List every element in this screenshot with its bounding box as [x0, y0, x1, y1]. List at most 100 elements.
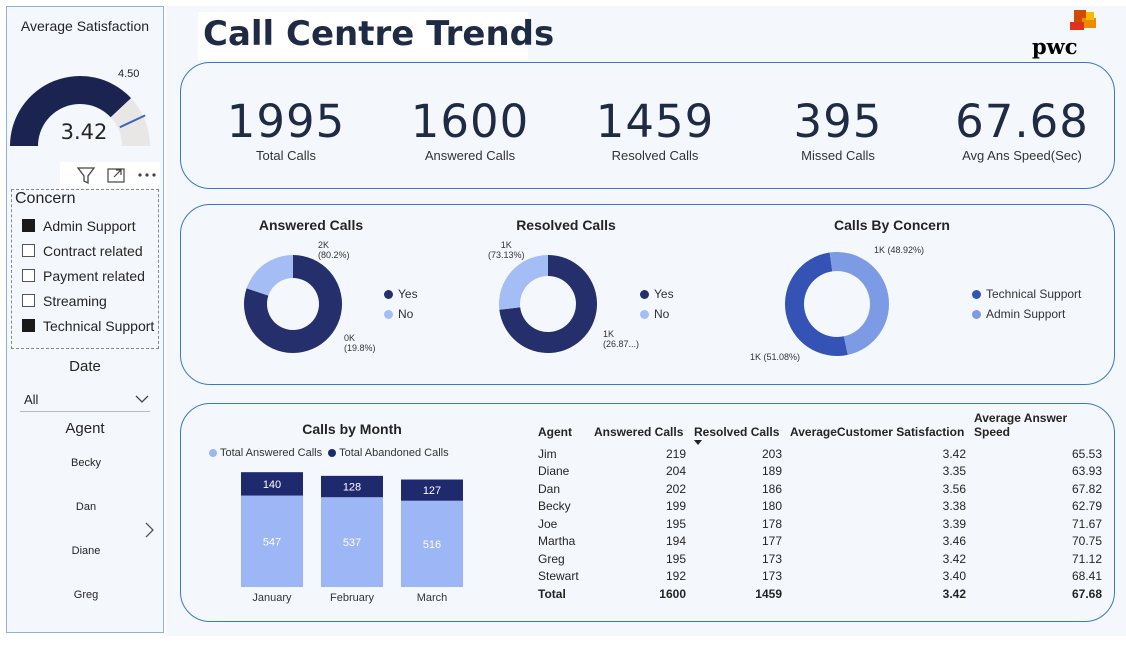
date-dropdown[interactable]: All	[20, 387, 150, 412]
table-row[interactable]: Greg 195 173 3.42 71.12	[538, 550, 1110, 568]
donut-slice-yes[interactable]	[499, 255, 597, 353]
gauge-value: 3.42	[60, 120, 108, 144]
bar-answered[interactable]	[241, 495, 303, 587]
legend-item-technical-support[interactable]: Technical Support	[972, 287, 1081, 301]
resolved-calls-donut	[499, 255, 597, 353]
table-cell: 3.46	[942, 534, 966, 549]
table-cell: 173	[761, 569, 782, 584]
data-label-value: 1K	[603, 329, 615, 339]
bar-abandoned[interactable]	[241, 472, 303, 496]
bar-abandoned[interactable]	[401, 479, 463, 501]
agent-item-becky[interactable]: Becky	[71, 457, 101, 469]
column-header-resolved[interactable]: Resolved Calls	[694, 411, 790, 445]
agent-item-greg[interactable]: Greg	[73, 589, 99, 601]
bar-answered[interactable]	[321, 497, 383, 587]
concern-item-streaming[interactable]: Streaming	[22, 288, 154, 313]
table-cell: 189	[761, 464, 782, 479]
kpi-value: 1600	[410, 95, 530, 148]
table-row[interactable]: Becky 199 180 3.38 62.79	[538, 498, 1110, 516]
legend-dot	[640, 289, 649, 299]
data-label-percent: (26.87...)	[603, 339, 640, 349]
legend-item-answered[interactable]: Total Answered Calls	[209, 447, 322, 459]
table-cell: 70.75	[1071, 534, 1102, 549]
legend-item-admin-support[interactable]: Admin Support	[972, 307, 1081, 321]
table-cell: 178	[761, 516, 782, 531]
bar-data-label: 537	[343, 537, 361, 549]
concern-item-contract-related[interactable]: Contract related	[22, 238, 154, 263]
legend-item-yes[interactable]: Yes	[640, 287, 674, 301]
answered-donut-title: Answered Calls	[258, 217, 364, 233]
legend-dot	[328, 449, 337, 457]
table-cell: 194	[665, 534, 686, 549]
focus-mode-icon[interactable]	[104, 163, 128, 187]
legend-label: No	[398, 307, 414, 321]
chevron-down-icon	[135, 395, 149, 403]
table-cell: 195	[665, 516, 686, 531]
chevron-right-icon[interactable]	[143, 521, 155, 539]
bar-data-label: 516	[423, 539, 441, 551]
table-cell: 186	[761, 481, 782, 496]
pwc-logo-text: pwc	[1032, 34, 1078, 59]
checkbox[interactable]	[22, 269, 35, 282]
table-cell: 195	[665, 551, 686, 566]
kpi-avg-answer-speed: 67.68 Avg Ans Speed(Sec)	[942, 95, 1102, 163]
table-cell: 1459	[755, 586, 782, 601]
table-row[interactable]: Martha 194 177 3.46 70.75	[538, 533, 1110, 551]
agent-item-dan[interactable]: Dan	[75, 501, 97, 513]
legend-item-no[interactable]: No	[640, 307, 674, 321]
column-header-speed[interactable]: Average Answer Speed	[974, 411, 1068, 439]
calls-by-month-chart: 547 140 January 537 128 February 516 127 March	[241, 472, 463, 604]
table-cell: Greg	[538, 551, 565, 566]
table-cell: 219	[665, 446, 686, 461]
kpi-label: Avg Ans Speed(Sec)	[962, 148, 1082, 163]
table-cell: Stewart	[538, 569, 579, 584]
answered-no-label: 0K (19.8%)	[344, 333, 376, 353]
legend-label: Total Abandoned Calls	[339, 447, 449, 459]
legend-item-yes[interactable]: Yes	[384, 287, 418, 301]
month-chart-title: Calls by Month	[302, 421, 402, 437]
table-cell: 71.12	[1071, 551, 1102, 566]
column-header-answered[interactable]: Answered Calls	[594, 425, 684, 439]
checkbox[interactable]	[22, 219, 35, 232]
kpi-label: Missed Calls	[801, 148, 875, 163]
table-cell: 177	[761, 534, 782, 549]
column-header-agent[interactable]: Agent	[538, 425, 572, 439]
title-card	[198, 12, 528, 60]
donut-slice-no[interactable]	[246, 255, 293, 296]
table-total-row[interactable]: Total 1600 1459 3.42 67.68	[538, 585, 1110, 603]
checkbox[interactable]	[22, 294, 35, 307]
concern-item-payment-related[interactable]: Payment related	[22, 263, 154, 288]
kpi-missed-calls: 395 Missed Calls	[758, 95, 918, 163]
legend-label: Yes	[654, 287, 674, 301]
bar-abandoned[interactable]	[321, 475, 383, 498]
agent-table: Agent Answered Calls Resolved Calls Aver…	[538, 411, 1110, 603]
legend-item-abandoned[interactable]: Total Abandoned Calls	[328, 447, 449, 459]
donut-slice-admin-support[interactable]	[829, 252, 889, 355]
gauge-target-label: 4.50	[118, 68, 140, 80]
table-row[interactable]: Diane 204 189 3.35 63.93	[538, 463, 1110, 481]
table-row[interactable]: Joe 195 178 3.39 71.67	[538, 515, 1110, 533]
filter-icon[interactable]	[74, 163, 98, 187]
concern-item-technical-support[interactable]: Technical Support	[22, 313, 154, 338]
agent-item-diane[interactable]: Diane	[71, 545, 101, 557]
sort-descending-icon	[694, 440, 702, 445]
column-header-satisfaction[interactable]: AverageCustomer Satisfaction	[790, 425, 965, 439]
data-label-percent: (80.2%)	[318, 250, 350, 260]
table-row[interactable]: Jim 219 203 3.42 65.53	[538, 445, 1110, 463]
table-row[interactable]: Dan 202 186 3.56 67.82	[538, 480, 1110, 498]
legend-item-no[interactable]: No	[384, 307, 418, 321]
donut-slice-yes[interactable]	[244, 255, 342, 353]
concern-item-admin-support[interactable]: Admin Support	[22, 213, 154, 238]
kpi-label: Answered Calls	[424, 148, 516, 163]
more-options-icon[interactable]	[134, 163, 160, 187]
table-row[interactable]: Stewart 192 173 3.40 68.41	[538, 568, 1110, 586]
donut-slice-technical-support[interactable]	[785, 252, 848, 356]
kpi-panel	[180, 62, 1115, 189]
donut-slice-no[interactable]	[499, 255, 548, 310]
checkbox[interactable]	[22, 319, 35, 332]
table-cell: Joe	[538, 516, 558, 531]
table-cell: 3.40	[942, 569, 966, 584]
x-axis-tick-label: January	[252, 592, 292, 604]
checkbox[interactable]	[22, 244, 35, 257]
bar-answered[interactable]	[401, 500, 463, 587]
